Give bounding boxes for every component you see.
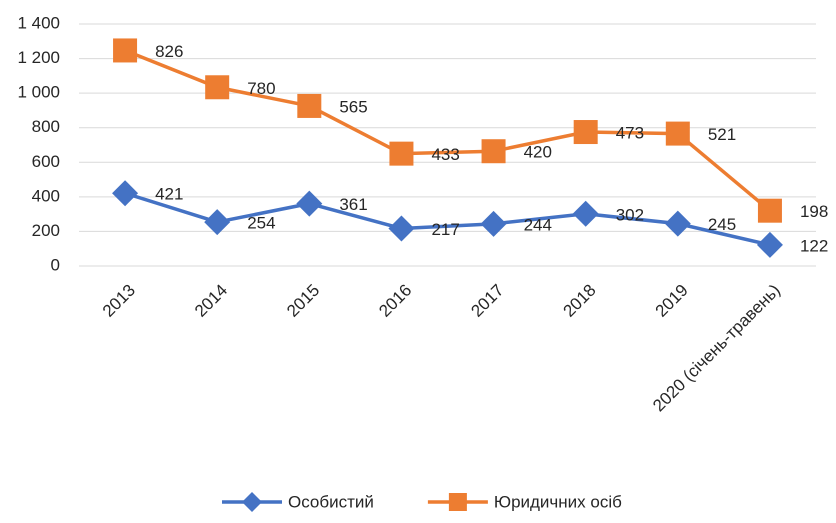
- marker: [204, 209, 231, 236]
- marker: [296, 190, 323, 217]
- data-label: 245: [708, 215, 736, 234]
- data-label: 433: [431, 145, 459, 164]
- marker: [112, 180, 139, 207]
- marker: [480, 210, 507, 237]
- x-tick-label: 2017: [467, 281, 507, 321]
- marker: [756, 231, 783, 258]
- legend-label: Юридичних осіб: [494, 492, 622, 511]
- data-label: 122: [800, 236, 828, 255]
- marker: [205, 75, 230, 100]
- data-label: 780: [247, 79, 275, 98]
- marker: [665, 121, 690, 146]
- x-tick-label: 2016: [375, 281, 415, 321]
- marker: [389, 141, 414, 166]
- data-label: 420: [524, 143, 552, 162]
- data-label: 565: [339, 97, 367, 116]
- x-tick-label: 2014: [191, 281, 231, 321]
- marker: [297, 93, 322, 118]
- marker: [388, 215, 415, 242]
- data-label: 473: [616, 124, 644, 143]
- y-tick-label: 1 000: [17, 83, 60, 102]
- marker: [664, 210, 691, 237]
- legend-label: Особистий: [288, 492, 374, 511]
- y-tick-label: 200: [32, 221, 60, 240]
- data-label: 198: [800, 202, 828, 221]
- marker: [573, 120, 598, 145]
- marker: [572, 200, 599, 227]
- legend-marker: [242, 492, 262, 512]
- data-label: 217: [431, 220, 459, 239]
- x-tick-label: 2013: [99, 281, 139, 321]
- data-label: 521: [708, 125, 736, 144]
- y-tick-label: 0: [51, 255, 60, 274]
- x-tick-label: 2018: [560, 281, 600, 321]
- data-label: 244: [524, 215, 552, 234]
- marker: [757, 198, 782, 223]
- y-tick-label: 800: [32, 117, 60, 136]
- data-label: 254: [247, 214, 275, 233]
- x-tick-label: 2019: [652, 281, 692, 321]
- y-tick-label: 1 400: [17, 13, 60, 32]
- series-line: [124, 48, 772, 213]
- y-tick-label: 1 200: [17, 48, 60, 67]
- series-line: [124, 191, 771, 247]
- legend-marker: [448, 493, 467, 511]
- marker: [481, 139, 506, 164]
- y-tick-label: 400: [32, 186, 60, 205]
- marker: [113, 38, 138, 63]
- data-label: 361: [339, 195, 367, 214]
- data-label: 421: [155, 185, 183, 204]
- x-tick-label: 2015: [283, 281, 323, 321]
- y-tick-label: 600: [32, 152, 60, 171]
- data-label: 302: [616, 205, 644, 224]
- data-label: 826: [155, 42, 183, 61]
